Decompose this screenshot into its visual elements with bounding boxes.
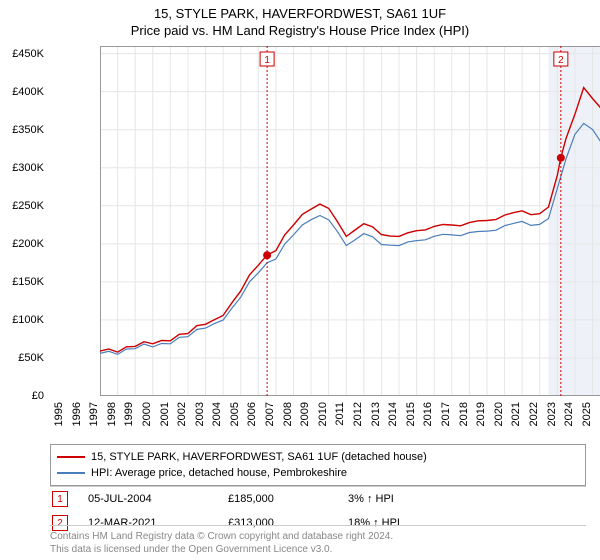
x-tick-label: 2000 <box>141 402 153 426</box>
x-tick-label: 2016 <box>422 402 434 426</box>
y-axis: £0£50K£100K£150K£200K£250K£300K£350K£400… <box>0 46 48 396</box>
svg-text:2: 2 <box>558 55 564 66</box>
legend-label: HPI: Average price, detached house, Pemb… <box>91 467 347 479</box>
x-tick-label: 2003 <box>194 402 206 426</box>
chart-container: 15, STYLE PARK, HAVERFORDWEST, SA61 1UF … <box>0 0 600 560</box>
sale-pct: 3% ↑ HPI <box>348 493 468 505</box>
x-tick-label: 1996 <box>71 402 83 426</box>
x-tick-label: 2010 <box>317 402 329 426</box>
x-tick-label: 2024 <box>563 402 575 426</box>
x-tick-label: 1995 <box>53 402 65 426</box>
x-tick-label: 2015 <box>405 402 417 426</box>
x-tick-label: 2019 <box>475 402 487 426</box>
x-tick-label: 2004 <box>211 402 223 426</box>
legend-item: 15, STYLE PARK, HAVERFORDWEST, SA61 1UF … <box>57 449 579 465</box>
x-tick-label: 1999 <box>123 402 135 426</box>
x-tick-label: 1998 <box>106 402 118 426</box>
x-tick-label: 2008 <box>282 402 294 426</box>
x-tick-label: 2021 <box>510 402 522 426</box>
y-tick-label: £400K <box>12 86 44 98</box>
x-axis: 1995 1996 1997 1998 1999 2000 2001 2002 2003 2004… <box>50 398 590 448</box>
legend-label: 15, STYLE PARK, HAVERFORDWEST, SA61 1UF … <box>91 451 427 463</box>
x-tick-label: 2022 <box>528 402 540 426</box>
y-tick-label: £0 <box>32 390 44 402</box>
y-tick-label: £350K <box>12 124 44 136</box>
x-tick-label: 2006 <box>246 402 258 426</box>
x-tick-label: 2017 <box>440 402 452 426</box>
x-tick-label: 2009 <box>299 402 311 426</box>
plot-svg: 12 <box>100 46 600 396</box>
chart-title: 15, STYLE PARK, HAVERFORDWEST, SA61 1UF <box>0 0 600 21</box>
x-tick-label: 2002 <box>176 402 188 426</box>
y-tick-label: £250K <box>12 200 44 212</box>
y-tick-label: £450K <box>12 48 44 60</box>
svg-text:1: 1 <box>264 55 270 66</box>
legend-item: HPI: Average price, detached house, Pemb… <box>57 465 579 481</box>
y-tick-label: £100K <box>12 314 44 326</box>
x-tick-label: 2013 <box>370 402 382 426</box>
legend-swatch <box>57 456 85 458</box>
y-tick-label: £300K <box>12 162 44 174</box>
x-tick-label: 1997 <box>88 402 100 426</box>
y-tick-label: £50K <box>18 352 44 364</box>
x-tick-label: 2007 <box>264 402 276 426</box>
plot-area: 12 <box>100 46 600 396</box>
x-tick-label: 2012 <box>352 402 364 426</box>
sale-date: 05-JUL-2004 <box>88 493 228 505</box>
x-tick-label: 2023 <box>546 402 558 426</box>
attribution-line-1: Contains HM Land Registry data © Crown c… <box>50 530 586 543</box>
legend-swatch <box>57 472 85 474</box>
attribution-line-2: This data is licensed under the Open Gov… <box>50 543 586 556</box>
y-tick-label: £150K <box>12 276 44 288</box>
sale-price: £185,000 <box>228 493 348 505</box>
x-tick-label: 2018 <box>458 402 470 426</box>
x-tick-label: 2014 <box>387 402 399 426</box>
x-tick-label: 2020 <box>493 402 505 426</box>
legend: 15, STYLE PARK, HAVERFORDWEST, SA61 1UF … <box>50 444 586 486</box>
y-tick-label: £200K <box>12 238 44 250</box>
attribution: Contains HM Land Registry data © Crown c… <box>50 525 586 556</box>
sale-marker-icon: 1 <box>52 491 68 507</box>
x-tick-label: 2025 <box>581 402 593 426</box>
x-tick-label: 2005 <box>229 402 241 426</box>
x-tick-label: 2011 <box>334 402 346 426</box>
sale-row: 1 05-JUL-2004£185,0003% ↑ HPI <box>50 487 586 511</box>
x-tick-label: 2001 <box>159 402 171 426</box>
chart-subtitle: Price paid vs. HM Land Registry's House … <box>0 21 600 42</box>
